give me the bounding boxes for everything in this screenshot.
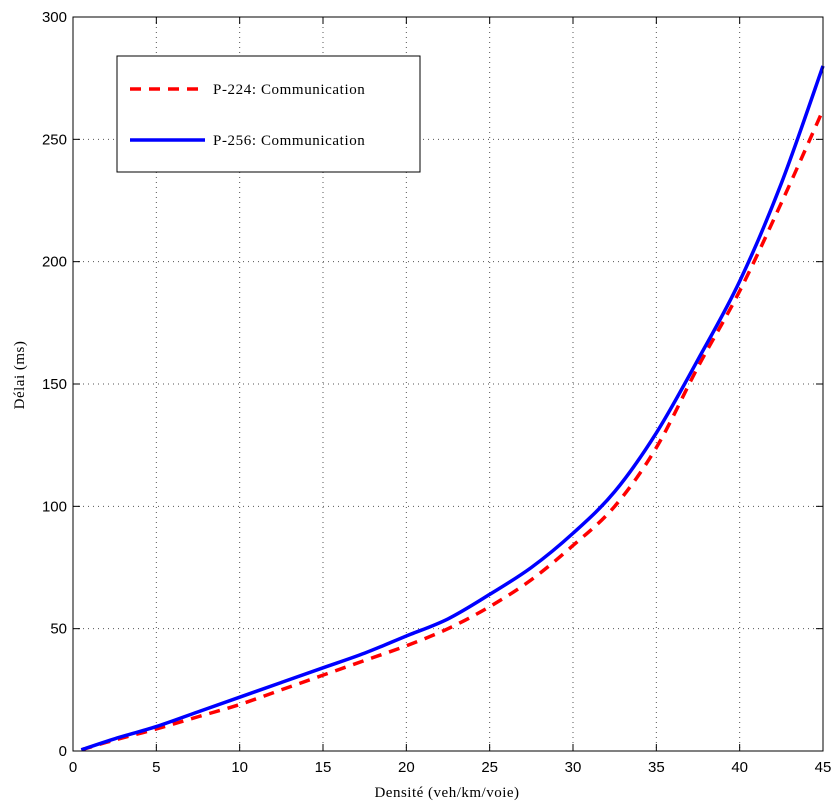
tick-labels: 0 5 10 15 20 25 30 35 40 45 0 50 100 150 200 250 300 [42, 9, 831, 776]
legend-box [116, 55, 421, 173]
x-tick-label: 35 [648, 759, 665, 776]
series-line-p256 [80, 65, 825, 752]
series-layer [80, 65, 825, 752]
x-tick-label: 25 [481, 759, 498, 776]
x-tick-label: 40 [731, 759, 748, 776]
series-line-p224 [80, 109, 825, 752]
y-tick-label: 250 [42, 131, 67, 148]
legend-label-p224: P-224: Communication [213, 82, 365, 98]
x-axis-title: Densité (veh/km/voie) [374, 785, 519, 801]
legend: P-224: Communication P-256: Communicatio… [116, 55, 421, 173]
grid-lines [73, 17, 823, 751]
x-tick-label: 45 [815, 759, 832, 776]
legend-label-p256: P-256: Communication [213, 133, 365, 149]
x-tick-label: 20 [398, 759, 415, 776]
y-axis-title: Délai (ms) [12, 341, 28, 410]
y-tick-label: 50 [50, 621, 67, 638]
y-tick-label: 150 [42, 376, 67, 393]
x-tick-label: 30 [565, 759, 582, 776]
y-tick-label: 0 [59, 743, 67, 760]
x-tick-label: 5 [152, 759, 160, 776]
y-tick-label: 200 [42, 254, 67, 271]
y-tick-label: 100 [42, 498, 67, 515]
x-tick-label: 15 [315, 759, 332, 776]
y-tick-label: 300 [42, 9, 67, 26]
x-tick-label: 0 [69, 759, 77, 776]
x-tick-label: 10 [231, 759, 248, 776]
axis-ticks [72, 16, 824, 752]
